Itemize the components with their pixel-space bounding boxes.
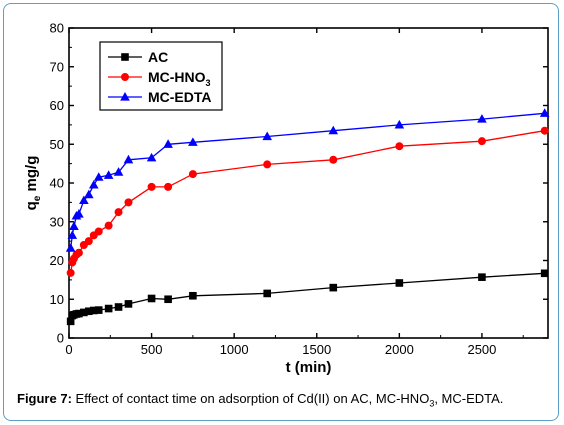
- data-point: [147, 294, 156, 303]
- data-point: [164, 295, 172, 304]
- series-line: [70, 130, 545, 273]
- data-point: [478, 273, 486, 281]
- data-point: [88, 179, 99, 189]
- figure-caption: Figure 7: Effect of contact time on adso…: [17, 391, 557, 409]
- data-point: [477, 137, 486, 146]
- data-point: [65, 243, 76, 252]
- axes: 0 10 20 30 40 50 60 70 80 0 500 1000 1500 2000 2500: [50, 21, 549, 357]
- data-point: [263, 160, 272, 169]
- data-point: [188, 137, 198, 146]
- series-layer: [65, 108, 550, 326]
- y-axis-label: qe mg/g: [23, 156, 43, 211]
- data-point: [329, 155, 338, 164]
- figure-frame: [3, 3, 559, 421]
- x-tick-label: 2500: [467, 342, 496, 357]
- data-point: [329, 283, 338, 292]
- data-point: [394, 119, 405, 129]
- x-tick-label: 1500: [302, 342, 331, 357]
- data-point: [189, 291, 197, 300]
- data-point: [328, 125, 339, 135]
- data-point: [113, 167, 124, 176]
- y-tick-label: 30: [50, 214, 64, 229]
- data-point: [84, 189, 94, 199]
- data-point: [395, 142, 404, 151]
- caption-text-end: , MC-EDTA.: [434, 391, 504, 406]
- data-point: [84, 237, 93, 246]
- series-line: [70, 272, 545, 322]
- y-tick-label: 50: [50, 137, 64, 152]
- data-point: [114, 303, 123, 311]
- data-point: [124, 198, 133, 207]
- series-line: [70, 112, 545, 249]
- caption-subscript: 3: [429, 398, 435, 409]
- data-point: [104, 304, 113, 313]
- data-point: [147, 182, 156, 191]
- data-point: [67, 230, 78, 239]
- caption-text: Effect of contact time on adsorption of …: [71, 391, 430, 406]
- data-point: [79, 195, 89, 205]
- data-point: [94, 306, 103, 314]
- data-point: [188, 170, 197, 179]
- y-tick-label: 60: [50, 98, 64, 113]
- y-tick-label: 70: [50, 59, 64, 74]
- data-point: [74, 248, 83, 257]
- data-point: [124, 300, 133, 308]
- data-point: [75, 309, 83, 318]
- x-tick-label: 500: [141, 342, 163, 357]
- legend-box: [99, 41, 223, 111]
- data-point: [80, 308, 88, 317]
- legend-label: AC: [148, 49, 168, 65]
- legend-marker: [121, 73, 129, 81]
- legend-label: MC-EDTA: [148, 89, 212, 105]
- data-point: [123, 154, 134, 164]
- data-point: [263, 289, 272, 298]
- x-tick-label: 0: [65, 342, 72, 357]
- data-point: [103, 170, 114, 179]
- data-point: [477, 114, 487, 123]
- data-point: [262, 131, 273, 141]
- data-point: [540, 269, 549, 278]
- data-point: [93, 172, 104, 181]
- data-point: [69, 221, 79, 230]
- data-point: [539, 108, 550, 117]
- y-tick-label: 0: [57, 331, 64, 346]
- data-point: [66, 317, 75, 326]
- legend-label: MC-HNO3: [148, 69, 211, 88]
- data-point: [146, 152, 157, 162]
- y-tick-label: 10: [50, 292, 64, 307]
- data-point: [74, 209, 84, 218]
- data-point: [114, 208, 123, 217]
- data-point: [163, 139, 173, 148]
- series-0: [66, 269, 549, 326]
- legend-marker: [121, 53, 129, 61]
- data-point: [89, 306, 98, 315]
- x-tick-label: 2000: [385, 342, 414, 357]
- caption-label: Figure 7:: [17, 391, 72, 406]
- data-point: [395, 279, 404, 287]
- chart: 0 10 20 30 40 50 60 70 80 0 500 1000 1500 2000 2500 AC…: [23, 21, 550, 376]
- axis-labels: t (min) qe mg/g: [23, 156, 331, 376]
- y-tick-label: 40: [50, 176, 64, 191]
- data-point: [164, 182, 173, 191]
- data-point: [104, 221, 113, 230]
- y-tick-label: 80: [50, 21, 64, 36]
- data-point: [540, 126, 549, 135]
- data-point: [94, 227, 103, 236]
- data-point: [66, 268, 75, 277]
- x-tick-label: 1000: [220, 342, 249, 357]
- x-axis-label: t (min): [286, 359, 332, 376]
- series-1: [66, 126, 549, 277]
- legend-marker: [120, 92, 130, 101]
- series-2: [65, 108, 550, 252]
- data-point: [85, 307, 93, 316]
- y-tick-label: 20: [50, 253, 64, 268]
